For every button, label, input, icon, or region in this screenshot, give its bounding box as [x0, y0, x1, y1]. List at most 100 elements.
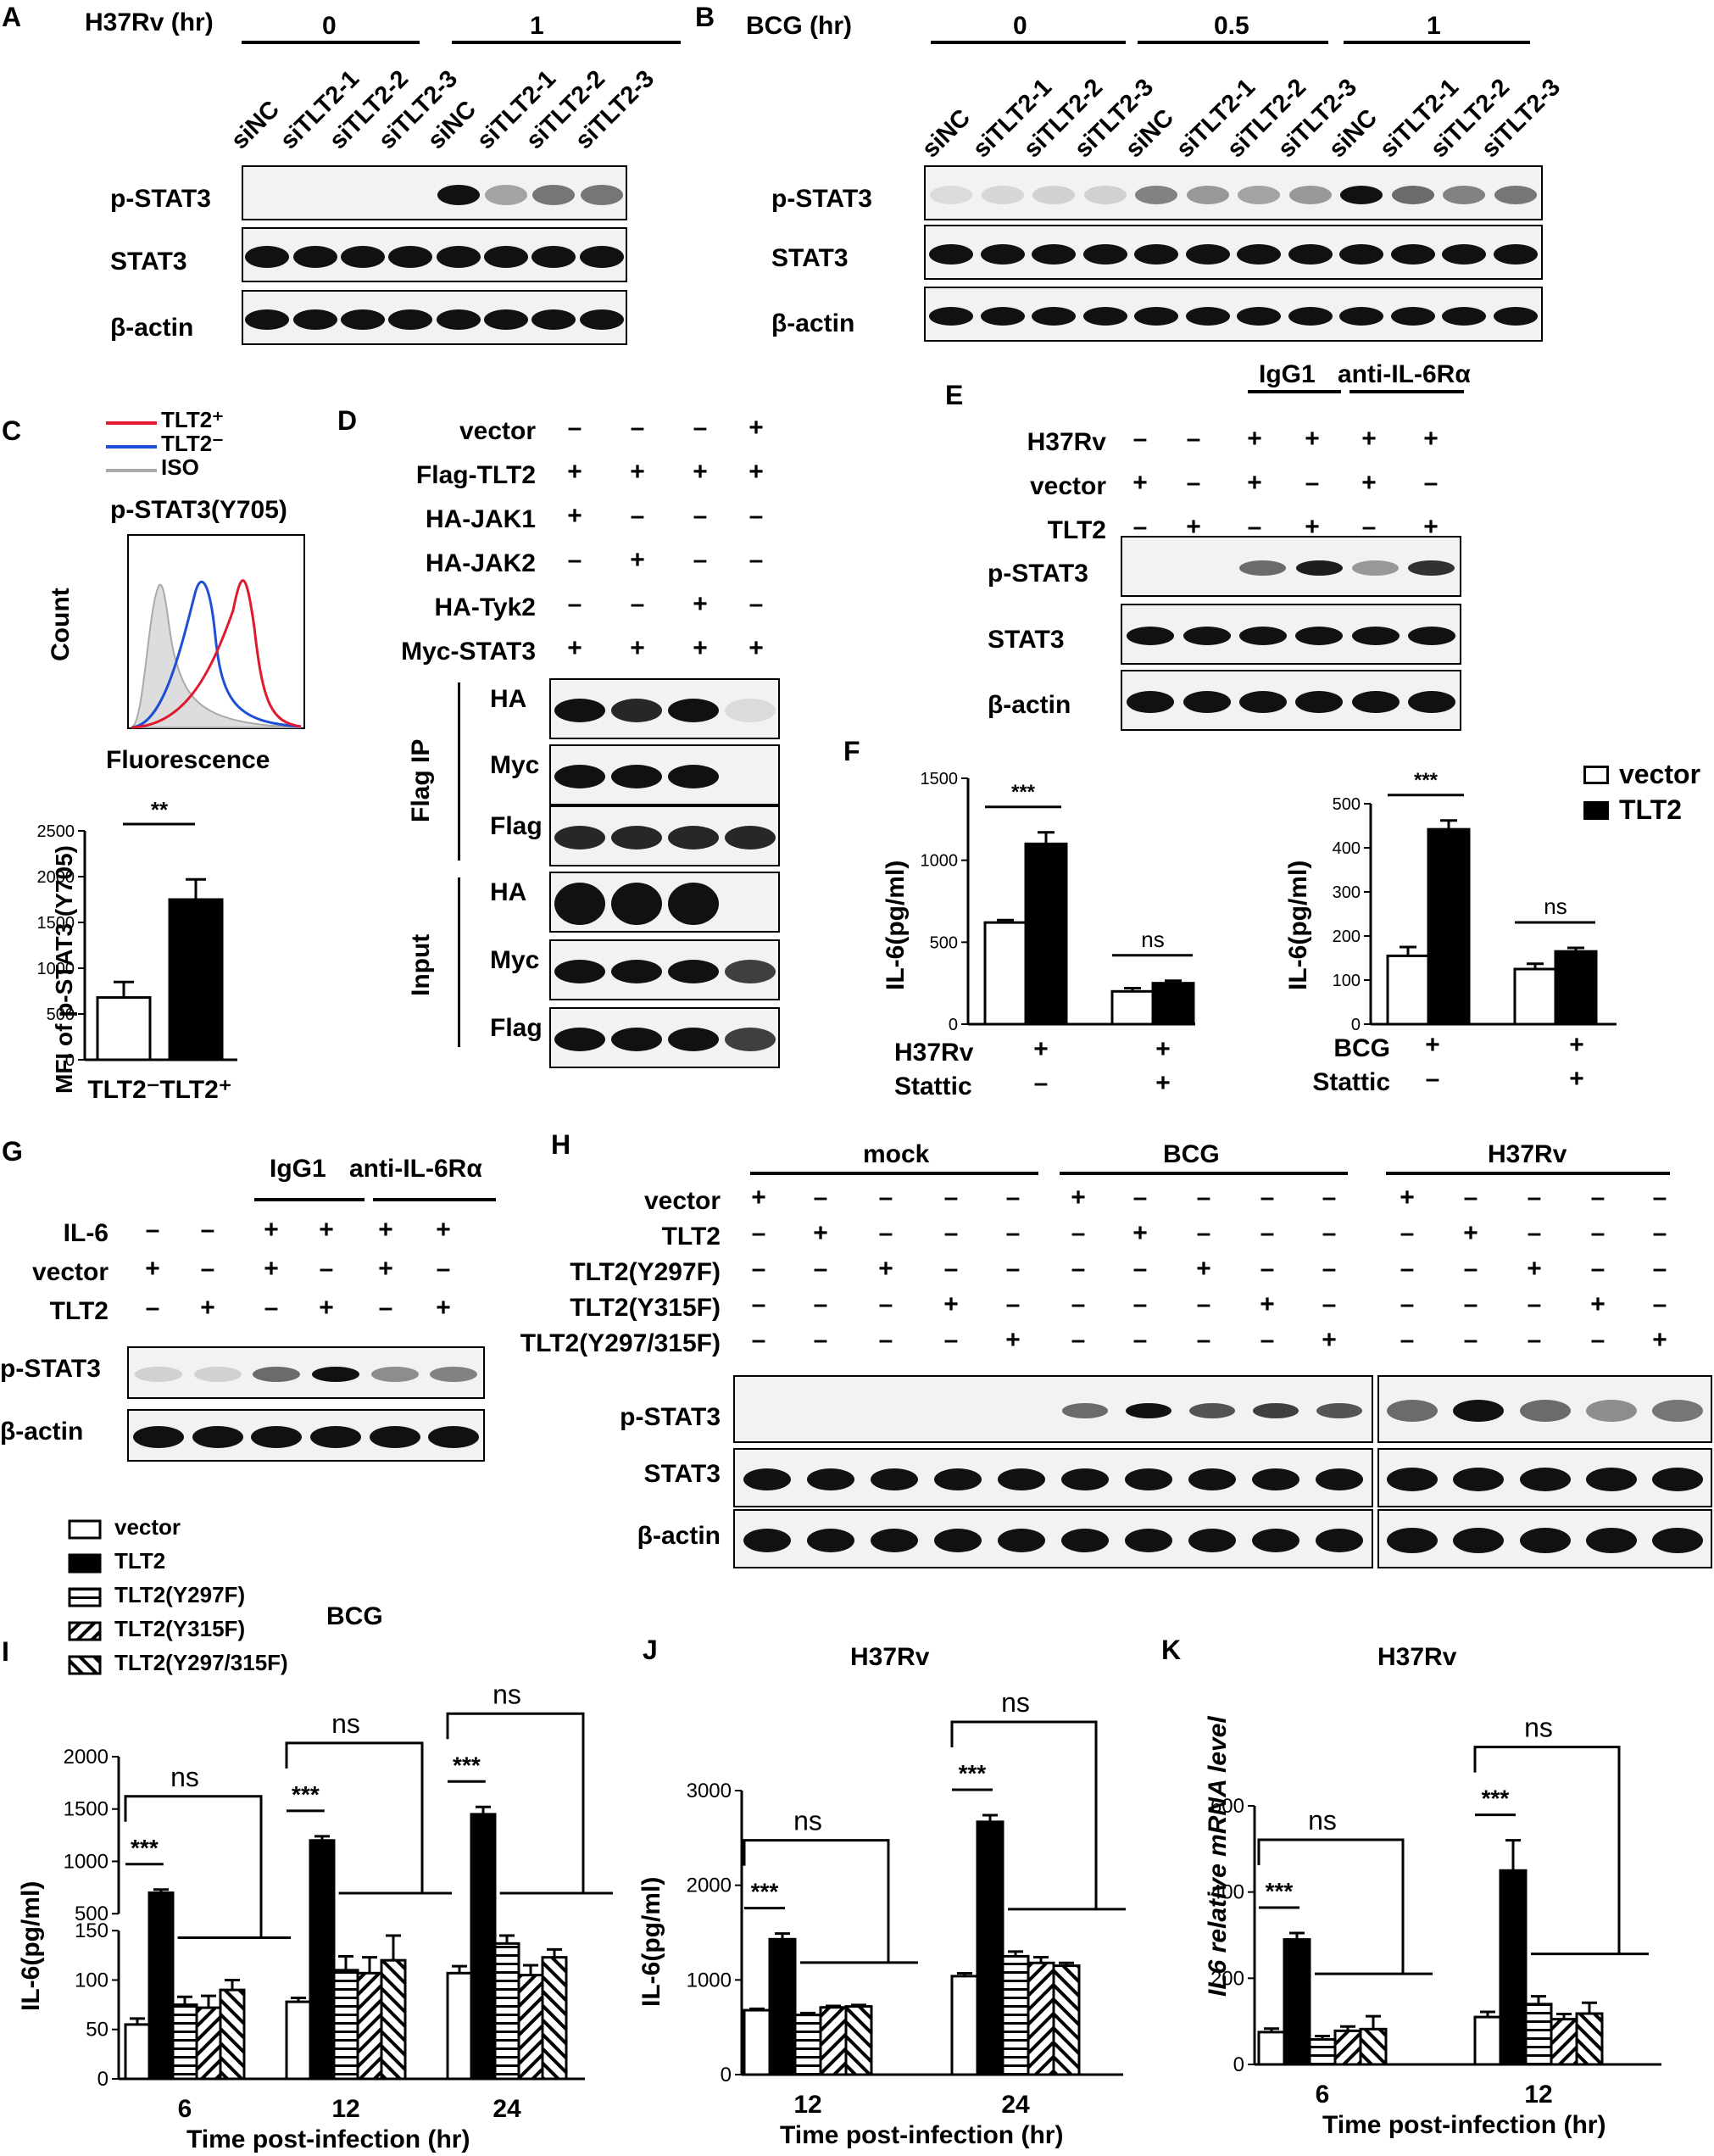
sign-h: + — [1322, 1326, 1337, 1354]
legend-label-ijk: vector — [114, 1514, 181, 1540]
y-tick-label: 1000 — [687, 1969, 732, 1992]
sign-h: + — [1400, 1184, 1415, 1212]
y-tick-label: 100 — [1333, 972, 1361, 990]
band — [253, 1367, 301, 1382]
band — [554, 960, 605, 983]
band — [340, 245, 385, 268]
sign-d: + — [693, 458, 708, 486]
sign-h: – — [1196, 1184, 1211, 1212]
sign-f: – — [1033, 1069, 1049, 1097]
band — [1387, 1468, 1439, 1491]
bar-chart-i-title: BCG — [326, 1602, 383, 1630]
group-label-a1: 1 — [530, 12, 544, 40]
bar — [1027, 1961, 1055, 2076]
blot-label-a: β-actin — [110, 314, 194, 342]
blot-label-h: p-STAT3 — [620, 1403, 721, 1431]
sign-h: – — [1260, 1326, 1275, 1354]
bar-chart-j-ylabel: IL-6(pg/ml) — [637, 1876, 665, 2007]
sign-e: – — [1132, 425, 1148, 453]
panel-letter-k: K — [1161, 1635, 1182, 1665]
sign-h: – — [1400, 1219, 1415, 1247]
panel-letter-g: G — [2, 1136, 23, 1167]
group-label-b0: 0 — [1013, 12, 1027, 40]
group-line-h0 — [750, 1172, 1038, 1175]
bar-chart-f-left: 0 500 1000 1500 *** ns — [921, 770, 1195, 1034]
band — [1183, 691, 1231, 713]
band — [1585, 1400, 1637, 1422]
ns-bracket — [285, 1741, 452, 1895]
y-tick-label: 500 — [75, 1903, 109, 1925]
sign-g: + — [264, 1216, 279, 1244]
group-label-h2: H37Rv — [1488, 1140, 1567, 1168]
ns-bracket — [1473, 1746, 1649, 1956]
input-label-d: Input — [407, 933, 435, 996]
band — [370, 1367, 419, 1382]
band — [1082, 243, 1127, 265]
bar-chart-j: 0 1000 2000 3000 12 24 *** ns *** ns — [687, 1687, 1126, 2119]
sign-h: – — [1590, 1219, 1605, 1247]
band — [1519, 1468, 1571, 1491]
bar — [309, 1839, 336, 2081]
blot-d — [549, 1007, 780, 1068]
y-tick-label: 0 — [65, 1051, 75, 1070]
band — [667, 883, 719, 925]
blot-d — [549, 744, 780, 805]
sign-d: – — [693, 546, 708, 574]
band — [554, 826, 605, 850]
bar — [168, 898, 224, 1061]
sign-h: – — [1005, 1219, 1021, 1247]
band — [1351, 691, 1400, 713]
sign-d: + — [693, 634, 708, 662]
sign-d: – — [630, 414, 645, 442]
y-tick-label: 400 — [1210, 1881, 1244, 1904]
sign-h: – — [813, 1184, 828, 1212]
legend-swatch — [68, 1621, 102, 1641]
y-tick-label: 2000 — [37, 868, 75, 887]
y-tick-label: 2500 — [37, 822, 75, 841]
bar-chart-k-title: H37Rv — [1377, 1643, 1457, 1671]
y-tick-label: 0 — [1351, 1016, 1361, 1034]
sign-h: – — [1400, 1290, 1415, 1318]
sign-e: + — [1423, 425, 1439, 453]
legend-label-ijk: TLT2(Y297/315F) — [114, 1650, 288, 1675]
sign-h: + — [1260, 1290, 1275, 1318]
bar — [1473, 2015, 1502, 2066]
sign-g: – — [436, 1255, 451, 1283]
band — [1186, 185, 1229, 204]
bar — [493, 1942, 520, 2081]
band — [1189, 1403, 1236, 1418]
sign-h: – — [1132, 1326, 1148, 1354]
sign-d: – — [748, 502, 764, 530]
sign-d: – — [567, 546, 582, 574]
x-tick-label: 12 — [793, 2091, 821, 2119]
band — [554, 883, 605, 925]
bar — [285, 2000, 312, 2081]
band — [192, 1426, 243, 1448]
sign-h: – — [1590, 1326, 1605, 1354]
lane-label-a: siNC — [225, 95, 286, 155]
sig-label: *** — [959, 1760, 987, 1786]
bar-chart-i-ylabel: IL-6(pg/ml) — [17, 1880, 45, 2011]
band — [1408, 560, 1455, 576]
band — [436, 309, 481, 330]
legend-swatch — [68, 1519, 102, 1540]
band — [1237, 243, 1282, 265]
row-label-d: vector — [459, 417, 536, 445]
sig-label: *** — [1266, 1878, 1294, 1904]
legend-label-c: TLT2⁻ — [161, 431, 224, 456]
sign-h: – — [813, 1326, 828, 1354]
blot-label-e: β-actin — [988, 691, 1071, 719]
sign-h: – — [1527, 1326, 1542, 1354]
sign-h: – — [1652, 1290, 1667, 1318]
band — [554, 1028, 605, 1051]
sign-h: – — [1005, 1255, 1021, 1283]
sign-d: – — [630, 590, 645, 618]
band — [1288, 306, 1333, 326]
band — [484, 309, 529, 330]
sign-e: + — [1247, 469, 1262, 497]
sign-e: + — [1132, 469, 1148, 497]
sign-f: + — [1033, 1035, 1049, 1063]
band — [1453, 1468, 1505, 1491]
band — [1252, 1468, 1300, 1490]
bar — [976, 1820, 1004, 2076]
